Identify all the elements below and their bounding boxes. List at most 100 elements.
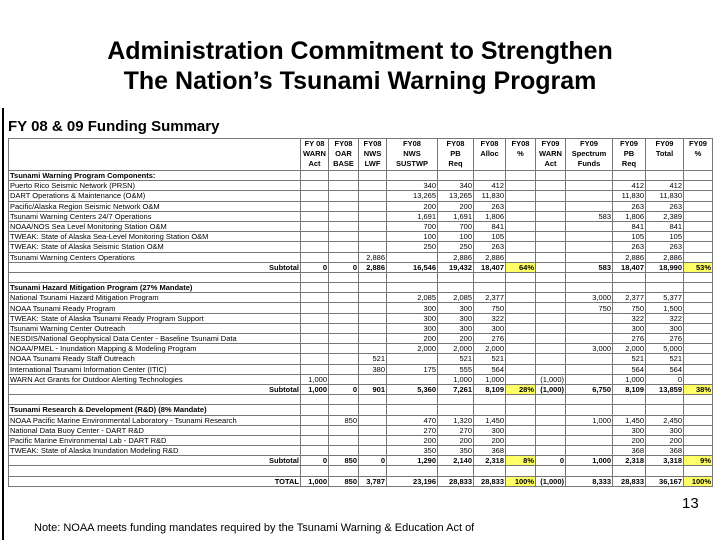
cell: 700 (386, 220, 438, 233)
cell: 841 (645, 220, 684, 233)
cell: 105 (645, 231, 684, 243)
cell (565, 169, 613, 182)
cell: 16,546 (386, 261, 438, 273)
header-text: Alloc (480, 149, 499, 158)
cell (612, 271, 646, 284)
cell (535, 261, 566, 273)
cell (386, 251, 438, 263)
cell (358, 231, 387, 243)
cell (8, 465, 301, 477)
cell: 200 (473, 434, 506, 447)
cell: 2,000 (437, 343, 474, 355)
item-row: WARN Act Grants for Outdoor Alerting Tec… (8, 373, 713, 385)
cell (683, 271, 713, 284)
cell (535, 445, 566, 457)
cell (645, 465, 684, 477)
row-label: NESDIS/National Geophysical Data Center … (8, 332, 301, 345)
cell: 11,830 (473, 190, 506, 202)
subtotal-row: Subtotal 0 0 2,886 16,546 19,432 18,407 64% 583 1… (8, 261, 713, 273)
cell (683, 404, 713, 416)
cell: 5,377 (645, 292, 684, 304)
header-text: FY08 (334, 139, 353, 149)
cell: 100% (505, 475, 536, 487)
cell: 340 (437, 180, 474, 192)
cell: 2,450 (645, 414, 684, 426)
cell: 841 (612, 220, 646, 233)
cell: 841 (473, 220, 506, 233)
cell (565, 434, 613, 447)
header-text: % (517, 149, 524, 158)
header-text: Act (544, 159, 557, 168)
header-text: FY09 (689, 139, 707, 149)
cell (328, 363, 359, 375)
cell (300, 343, 329, 355)
item-row: NESDIS/National Geophysical Data Center … (8, 332, 713, 345)
cell: 2,886 (437, 251, 474, 263)
cell: 28% (505, 383, 536, 396)
spacer-row (8, 394, 713, 406)
item-row: DART Operations & Maintenance (O&M) 13,26… (8, 190, 713, 202)
cell: 3,000 (565, 292, 613, 304)
cell: 322 (612, 312, 646, 324)
cell (300, 180, 329, 192)
cell (358, 241, 387, 253)
cell (437, 465, 474, 477)
cell (565, 322, 613, 335)
cell (535, 190, 566, 202)
cell: 263 (473, 241, 506, 253)
cell (535, 220, 566, 233)
cell: 0 (328, 383, 359, 396)
cell (328, 434, 359, 447)
cell (300, 190, 329, 202)
cell (358, 220, 387, 233)
cell (683, 241, 713, 253)
item-row: NOAA Tsunami Ready Program 300 300 750 750 75… (8, 302, 713, 314)
cell: 2,140 (437, 455, 474, 467)
cell (612, 404, 646, 416)
item-row: International Tsunami Information Center… (8, 363, 713, 375)
cell: 2,377 (473, 292, 506, 304)
cell: 11,830 (645, 190, 684, 202)
cell (535, 424, 566, 436)
cell (535, 231, 566, 243)
row-label: NOAA Tsunami Ready Staff Outreach (8, 353, 301, 365)
cell (565, 220, 613, 233)
cell: 276 (473, 332, 506, 345)
cell: 263 (645, 241, 684, 253)
cell (683, 210, 713, 222)
cell (358, 302, 387, 314)
row-label: TWEAK: State of Alaska Sea-Level Monitor… (8, 231, 301, 243)
row-label: NOAA Tsunami Ready Program (8, 302, 301, 314)
cell: 850 (328, 475, 359, 487)
header-cell: FY08 NWS SUSTWP (386, 138, 438, 171)
cell: 2,886 (473, 251, 506, 263)
cell (386, 394, 438, 406)
cell (535, 404, 566, 416)
cell (300, 404, 329, 416)
item-row: National Tsunami Hazard Mitigation Progr… (8, 292, 713, 304)
cell (358, 271, 387, 284)
cell (328, 169, 359, 182)
cell (505, 322, 536, 335)
cell: 28,833 (612, 475, 646, 487)
cell (683, 394, 713, 406)
cell (565, 373, 613, 385)
cell (565, 251, 613, 263)
header-text: FY 08 (304, 139, 325, 149)
cell: 8,109 (473, 383, 506, 396)
cell: 1,000 (437, 373, 474, 385)
cell: 263 (473, 200, 506, 212)
row-label: Puerto Rico Seismic Network (PRSN) (8, 180, 301, 192)
cell: 0 (645, 373, 684, 385)
cell: 0 (535, 455, 566, 467)
cell: 175 (386, 363, 438, 375)
header-text: Spectrum (571, 149, 607, 158)
cell (565, 271, 613, 284)
cell: 38% (683, 383, 713, 396)
cell (535, 180, 566, 192)
cell: 2,886 (612, 251, 646, 263)
cell (328, 190, 359, 202)
row-label: NOAA Pacific Marine Environmental Labora… (8, 414, 301, 426)
cell (358, 332, 387, 345)
